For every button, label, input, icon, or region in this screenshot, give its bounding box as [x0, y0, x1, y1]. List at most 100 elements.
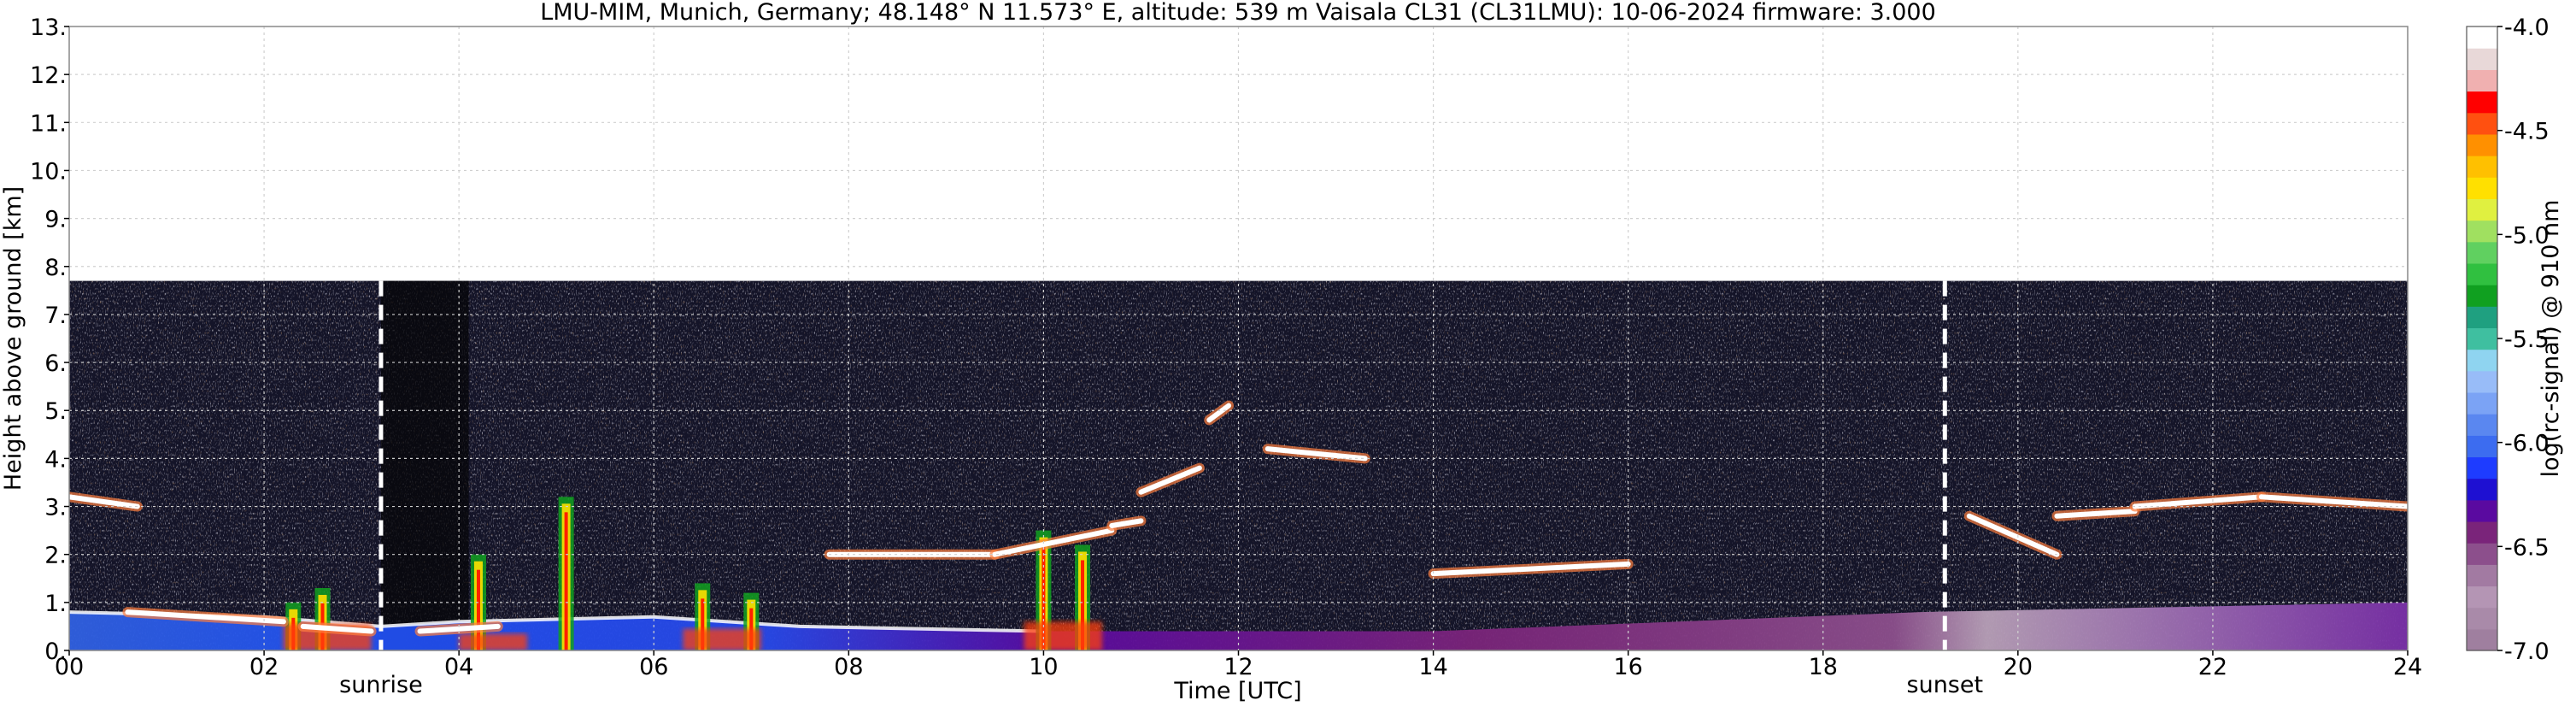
- colorbar-tick-label: -5.0: [2504, 222, 2550, 249]
- colorbar-swatch: [2467, 48, 2497, 70]
- cloud-layer: [414, 621, 503, 637]
- cloud-layer: [1135, 462, 1205, 497]
- colorbar-tick-label: -6.5: [2504, 534, 2550, 561]
- colorbar-swatch: [2467, 156, 2497, 178]
- y-tick-label: 1.: [44, 591, 67, 617]
- plot-area: sunrise sunset: [68, 26, 2409, 698]
- colorbar-swatch: [2467, 435, 2497, 458]
- chart-title: LMU-MIM, Munich, Germany; 48.148° N 11.5…: [540, 0, 1936, 26]
- cloud-layer-core: [1265, 446, 1368, 462]
- cloud-layer-core: [2054, 509, 2138, 519]
- x-tick-label: 08: [834, 654, 863, 680]
- cloud-layer-core: [2258, 494, 2408, 509]
- colorbar-swatch: [2467, 607, 2497, 630]
- colorbar-swatch: [2467, 69, 2497, 92]
- colorbar-swatch: [2467, 456, 2497, 479]
- cloud-layer-core: [1966, 513, 2060, 557]
- plume-core: [701, 598, 705, 650]
- event-label-sunset: sunset: [1907, 672, 1984, 698]
- colorbar-swatch: [2467, 306, 2497, 329]
- colorbar-swatch: [2467, 327, 2497, 350]
- x-tick-label: 00: [55, 654, 84, 680]
- y-tick-label: 5.: [44, 398, 67, 425]
- y-tick-label: 2.: [44, 543, 67, 569]
- colorbar-label: log(rc-signal) @ 910 nm: [2538, 200, 2564, 478]
- x-tick-label: 16: [1613, 654, 1642, 680]
- y-tick-label: 0.: [44, 638, 67, 665]
- plume: [558, 497, 574, 650]
- colorbar-swatch: [2467, 499, 2497, 522]
- y-tick-label: 11.: [30, 110, 67, 137]
- x-tick-label: 20: [2004, 654, 2033, 680]
- colorbar-swatch: [2467, 262, 2497, 285]
- y-tick-label: 9.: [44, 207, 67, 233]
- plume-core: [1081, 560, 1085, 650]
- cloud-layer: [1428, 558, 1634, 580]
- colorbar: -7.0 -6.5 -6.0 -5.5 -5.0 -4.5 -4.0: [2466, 15, 2550, 665]
- cloud-layer: [2129, 491, 2267, 512]
- cloud-layer-core: [992, 527, 1115, 557]
- colorbar-swatch: [2467, 241, 2497, 264]
- y-tick-label: 3.: [44, 495, 67, 521]
- colorbar-swatch: [2467, 220, 2497, 243]
- x-tick-label: 12: [1223, 654, 1253, 680]
- colorbar-swatch: [2467, 628, 2497, 651]
- x-tick-label: 06: [639, 654, 668, 680]
- y-axis-label: Height above ground [km]: [0, 186, 26, 491]
- y-axis-ticks: 0. 1. 2. 3. 4. 5. 6. 7. 8. 9. 10. 11. 12. 13.: [30, 15, 69, 665]
- colorbar-swatch: [2467, 478, 2497, 501]
- cloud-layer: [69, 491, 143, 512]
- event-label-sunrise: sunrise: [339, 672, 423, 698]
- colorbar-swatch: [2467, 91, 2497, 114]
- y-tick-label: 6.: [44, 350, 67, 377]
- colorbar-swatch: [2467, 585, 2497, 609]
- colorbar-swatch: [2467, 414, 2497, 436]
- x-tick-label: 22: [2198, 654, 2227, 680]
- x-tick-label: 10: [1029, 654, 1058, 680]
- grid-lines: [69, 26, 2408, 650]
- enhanced-region: [1024, 621, 1102, 650]
- cloud-layer-core: [1109, 518, 1144, 528]
- colorbar-swatch: [2467, 133, 2497, 156]
- cloud-layer: [297, 621, 377, 637]
- cloud-layer: [1204, 400, 1235, 426]
- colorbar-swatch: [2467, 370, 2497, 393]
- x-tick-label: 04: [444, 654, 473, 680]
- colorbar-swatch: [2467, 564, 2497, 587]
- cloud-layer: [989, 525, 1118, 560]
- cloud-layer: [1963, 510, 2063, 560]
- colorbar-swatch: [2467, 349, 2497, 372]
- colorbar-swatch: [2467, 285, 2497, 307]
- y-tick-label: 4.: [44, 446, 67, 473]
- quiet-region: [380, 280, 469, 650]
- cloud-layer: [1106, 515, 1147, 531]
- x-axis-ticks: 00 02 04 06 08 10 12 14 16 18 20 22 24: [55, 650, 2422, 680]
- colorbar-tick-label: -4.5: [2504, 119, 2550, 145]
- cloud-layer-core: [300, 623, 374, 634]
- cloud-layer: [122, 607, 289, 627]
- plume-core: [1042, 545, 1046, 650]
- y-tick-label: 8.: [44, 255, 67, 281]
- colorbar-tick-label: -4.0: [2504, 15, 2550, 41]
- x-tick-label: 24: [2393, 654, 2422, 680]
- cloud-layer-core: [1138, 465, 1202, 495]
- y-tick-label: 13.: [30, 15, 67, 41]
- cloud-layer-core: [2132, 494, 2264, 509]
- colorbar-tick-label: -6.0: [2504, 431, 2550, 457]
- colorbar-swatch: [2467, 198, 2497, 221]
- y-tick-label: 7.: [44, 303, 67, 329]
- colorbar-tick-label: -5.5: [2504, 327, 2550, 353]
- colorbar-tick-label: -7.0: [2504, 638, 2550, 665]
- enhanced-region: [459, 633, 527, 650]
- x-axis-label: Time [UTC]: [1173, 678, 1301, 704]
- colorbar-swatch: [2467, 521, 2497, 544]
- cloud-layer-core: [417, 623, 501, 634]
- colorbar-swatch: [2467, 391, 2497, 415]
- cloud-layer: [2051, 506, 2140, 521]
- colorbar-swatch: [2467, 543, 2497, 565]
- plume-core: [564, 512, 568, 650]
- y-tick-label: 10.: [30, 158, 67, 185]
- cloud-layer-core: [1430, 561, 1631, 577]
- x-tick-label: 14: [1418, 654, 1447, 680]
